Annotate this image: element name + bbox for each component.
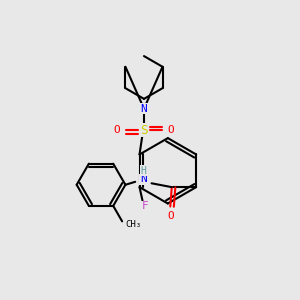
Text: H: H bbox=[140, 166, 146, 176]
Text: O: O bbox=[167, 211, 174, 221]
Text: F: F bbox=[142, 202, 148, 212]
Text: O: O bbox=[167, 125, 174, 135]
Text: S: S bbox=[140, 124, 148, 136]
Text: N: N bbox=[141, 104, 147, 114]
Text: CH₃: CH₃ bbox=[126, 220, 142, 230]
Text: O: O bbox=[114, 125, 121, 135]
Text: N: N bbox=[140, 174, 147, 184]
